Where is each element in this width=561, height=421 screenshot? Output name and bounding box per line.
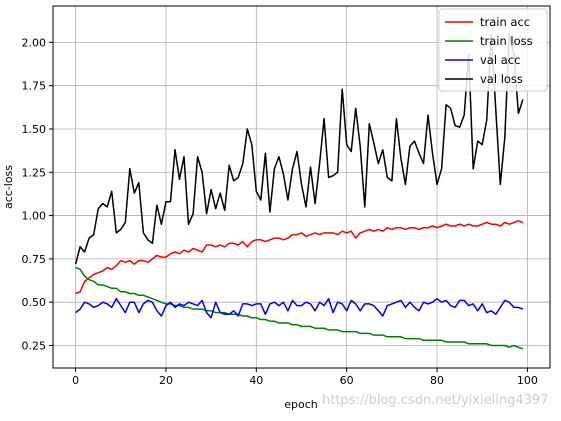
legend-label: train acc [480,15,530,29]
y-tick-label: 1.00 [22,210,47,223]
series-line-val-acc [75,297,524,319]
x-tick-label: 60 [340,374,354,387]
y-tick-label: 1.50 [22,123,47,136]
series-layer [74,32,524,350]
legend-label: val loss [480,72,523,86]
x-tick-label: 20 [159,374,173,387]
legend-label: train loss [480,34,533,48]
y-tick-label: 2.00 [22,36,47,49]
legend: train acc train loss val acc val loss [438,8,548,92]
y-tick-label: 1.75 [22,80,47,93]
x-tick-label: 80 [430,374,444,387]
legend-label: val acc [480,53,520,67]
y-tick-label: 0.25 [22,339,47,352]
series-line-val-loss [74,32,524,265]
series-line-train-loss [75,266,524,350]
x-tick-label: 0 [72,374,79,387]
x-tick-label: 100 [517,374,538,387]
plot-frame [52,5,551,369]
ticks: 0 20 40 60 80 100 0.25 0.50 0.75 1.00 1.25 1.50 1.75… [22,36,538,387]
y-tick-label: 0.50 [22,296,47,309]
x-tick-label: 40 [249,374,263,387]
legend-box [438,8,548,92]
x-axis-label: epoch [284,398,318,411]
y-axis-label: acc-loss [2,165,15,209]
series-line-train-acc [75,220,524,295]
watermark: https://blog.csdn.net/yixieling4397 [322,393,549,408]
y-tick-label: 0.75 [22,253,47,266]
y-tick-label: 1.25 [22,166,47,179]
